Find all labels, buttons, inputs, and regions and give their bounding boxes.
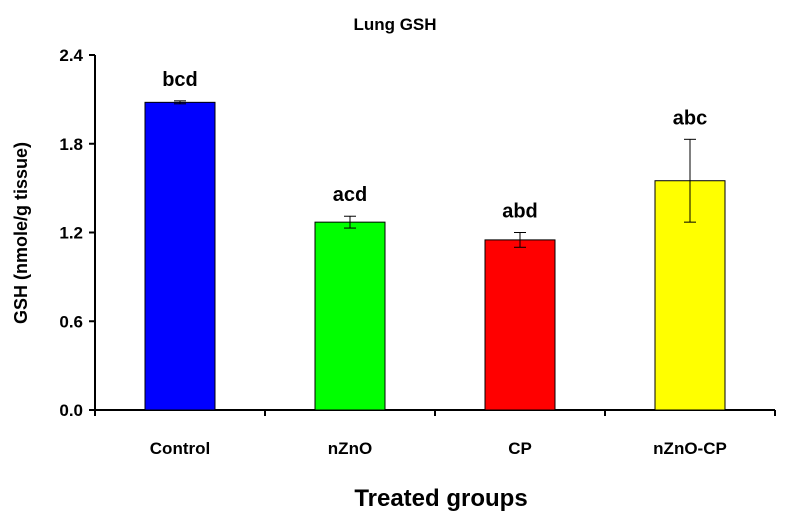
significance-label: abc: [673, 107, 707, 129]
y-tick-label: 1.8: [59, 135, 83, 154]
y-tick-label: 1.2: [59, 224, 83, 243]
bar-nzno: [314, 221, 386, 411]
y-tick-label: 0.0: [59, 401, 83, 420]
y-axis-label: GSH (nmole/g tissue): [11, 142, 31, 324]
x-tick-label: nZnO-CP: [653, 439, 727, 458]
y-tick-label: 0.6: [59, 312, 83, 331]
x-tick-label: Control: [150, 439, 210, 458]
y-tick-label: 2.4: [59, 46, 83, 65]
x-tick-label: CP: [508, 439, 532, 458]
bars: bcd Control acd nZnO abd CP abc nZnO-CP: [144, 69, 727, 458]
x-axis-label: Treated groups: [354, 485, 527, 512]
significance-label: acd: [333, 184, 367, 206]
x-tick-label: nZnO: [328, 439, 372, 458]
chart-title: Lung GSH: [353, 15, 436, 34]
bar-control: [144, 101, 216, 411]
significance-label: bcd: [162, 69, 198, 91]
significance-label: abd: [502, 201, 538, 223]
bar-cp: [484, 239, 556, 411]
